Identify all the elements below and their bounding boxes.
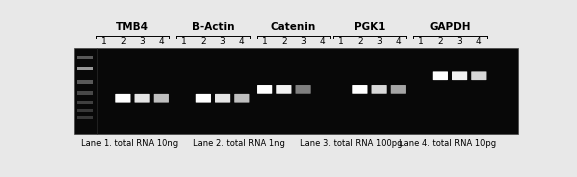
FancyBboxPatch shape (196, 94, 211, 103)
Text: B-Actin: B-Actin (192, 22, 234, 32)
FancyBboxPatch shape (115, 94, 130, 103)
Text: 2: 2 (437, 36, 443, 45)
Text: 3: 3 (457, 36, 463, 45)
FancyBboxPatch shape (452, 71, 467, 80)
Text: 2: 2 (120, 36, 126, 45)
Text: TMB4: TMB4 (116, 22, 149, 32)
FancyBboxPatch shape (372, 85, 387, 94)
Bar (77, 91, 93, 95)
Text: Lane 4. total RNA 10pg: Lane 4. total RNA 10pg (399, 139, 496, 148)
Text: 4: 4 (476, 36, 482, 45)
Text: 3: 3 (220, 36, 226, 45)
Text: 4: 4 (320, 36, 325, 45)
FancyBboxPatch shape (257, 85, 272, 94)
Text: Lane 3. total RNA 100pg: Lane 3. total RNA 100pg (300, 139, 403, 148)
FancyBboxPatch shape (134, 94, 149, 103)
Text: 2: 2 (357, 36, 363, 45)
Text: 1: 1 (338, 36, 343, 45)
Text: 4: 4 (239, 36, 245, 45)
FancyBboxPatch shape (295, 85, 310, 94)
FancyBboxPatch shape (471, 71, 486, 80)
Bar (77, 116, 93, 119)
Text: 1: 1 (181, 36, 187, 45)
Text: 3: 3 (376, 36, 382, 45)
Text: Catenin: Catenin (271, 22, 316, 32)
Text: 3: 3 (139, 36, 145, 45)
FancyBboxPatch shape (276, 85, 291, 94)
Bar (77, 109, 93, 112)
FancyBboxPatch shape (153, 94, 169, 103)
Text: 1: 1 (101, 36, 107, 45)
Text: 3: 3 (300, 36, 306, 45)
FancyBboxPatch shape (234, 94, 249, 103)
FancyBboxPatch shape (353, 85, 368, 94)
Bar (77, 56, 93, 59)
Text: 1: 1 (418, 36, 424, 45)
Text: 4: 4 (159, 36, 164, 45)
FancyBboxPatch shape (215, 94, 230, 103)
Bar (77, 80, 93, 84)
Text: 2: 2 (201, 36, 206, 45)
Text: Lane 1. total RNA 10ng: Lane 1. total RNA 10ng (81, 139, 178, 148)
Bar (74, 48, 518, 134)
Text: 1: 1 (262, 36, 268, 45)
FancyBboxPatch shape (433, 71, 448, 80)
Text: 4: 4 (395, 36, 401, 45)
Text: PGK1: PGK1 (354, 22, 385, 32)
FancyBboxPatch shape (391, 85, 406, 94)
Text: GAPDH: GAPDH (429, 22, 471, 32)
Bar (77, 67, 93, 70)
Bar (77, 101, 93, 104)
Text: Lane 2. total RNA 1ng: Lane 2. total RNA 1ng (193, 139, 284, 148)
Text: 2: 2 (281, 36, 287, 45)
